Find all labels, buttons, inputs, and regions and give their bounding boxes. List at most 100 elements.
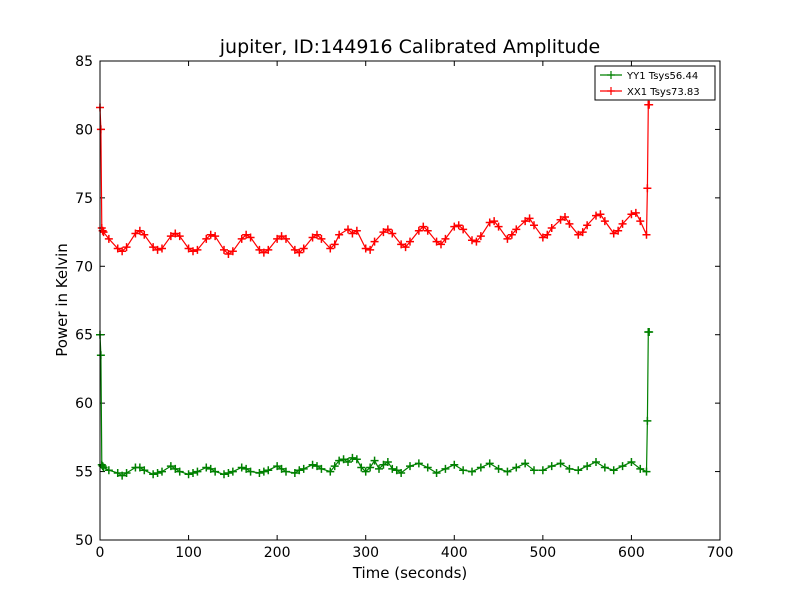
data-point-marker (432, 468, 441, 477)
data-point-marker (379, 460, 388, 469)
data-point-marker (335, 456, 344, 465)
data-point-marker (574, 466, 583, 475)
data-point-marker (561, 213, 569, 222)
data-point-marker (388, 464, 397, 473)
data-point-marker (543, 230, 552, 239)
data-point-marker (299, 464, 308, 473)
data-point-marker (643, 416, 652, 425)
data-point-marker (118, 247, 127, 256)
data-point-marker (153, 245, 162, 254)
data-point-marker (583, 462, 592, 471)
data-point-marker (406, 237, 414, 246)
y-tick-label: 50 (75, 533, 93, 549)
data-point-marker (609, 466, 618, 475)
data-point-marker (246, 233, 255, 242)
plot-area (96, 100, 654, 480)
data-point-marker (631, 208, 640, 217)
data-point-marker (202, 463, 211, 472)
x-tick-label: 200 (264, 545, 291, 561)
data-point-marker (339, 455, 348, 464)
data-point-marker (383, 225, 392, 234)
data-point-marker (317, 464, 326, 473)
data-point-marker (149, 470, 158, 479)
data-point-marker (237, 234, 246, 243)
x-axis-label: Time (seconds) (352, 564, 468, 582)
data-point-marker (352, 455, 361, 464)
data-point-marker (618, 219, 627, 228)
y-tick-label: 80 (75, 122, 93, 138)
data-point-marker (437, 240, 445, 249)
data-point-marker (171, 464, 180, 473)
data-point-marker (525, 214, 534, 223)
data-point-marker (401, 243, 410, 252)
data-point-marker (450, 460, 459, 469)
data-point-marker (494, 464, 503, 473)
data-point-marker (149, 243, 158, 252)
data-point-marker (344, 457, 352, 466)
data-point-marker (414, 459, 423, 468)
data-point-marker (366, 245, 375, 254)
data-point-marker (547, 462, 556, 471)
data-point-marker (348, 453, 357, 462)
data-point-marker (370, 456, 379, 465)
data-point-marker (397, 240, 406, 249)
y-tick-label: 65 (75, 328, 93, 344)
data-point-marker (361, 467, 370, 476)
data-point-marker (290, 245, 299, 254)
data-point-marker (264, 466, 273, 475)
legend-label: XX1 Tsys73.83 (627, 87, 700, 98)
data-point-marker (189, 247, 197, 256)
data-point-marker (432, 237, 441, 246)
data-point-marker (592, 211, 600, 220)
data-point-marker (352, 226, 361, 235)
data-point-marker (627, 210, 636, 219)
data-point-marker (370, 237, 379, 246)
data-point-marker (627, 457, 636, 466)
data-point-marker (290, 468, 299, 477)
data-point-marker (237, 463, 246, 472)
legend-label: YY1 Tsys56.44 (626, 71, 698, 82)
data-point-marker (423, 226, 432, 235)
data-point-marker (259, 248, 268, 257)
x-tick-label: 600 (618, 545, 645, 561)
data-point-marker (228, 467, 237, 476)
data-point-marker (643, 184, 652, 193)
data-point-marker (193, 467, 202, 476)
y-tick-label: 55 (75, 465, 93, 481)
data-point-marker (175, 467, 184, 476)
data-point-marker (277, 232, 286, 241)
data-point-marker (113, 468, 122, 477)
data-point-marker (512, 463, 521, 472)
data-point-marker (494, 222, 503, 231)
data-point-marker (472, 237, 481, 246)
data-point-marker (441, 464, 450, 473)
data-point-marker (246, 467, 255, 476)
data-point-marker (96, 351, 105, 360)
data-point-marker (645, 100, 654, 109)
data-point-marker (317, 234, 326, 243)
data-point-marker (441, 234, 450, 243)
data-point-marker (383, 457, 392, 466)
data-point-marker (556, 459, 565, 468)
data-point-marker (224, 249, 233, 258)
data-point-marker (330, 240, 339, 249)
data-point-marker (538, 466, 547, 475)
data-point-marker (485, 459, 494, 468)
data-point-marker (530, 466, 538, 475)
x-axis-ticks: 0 100 200 300 400 500 600 700 (96, 61, 733, 561)
data-point-marker (140, 230, 149, 239)
data-point-marker (636, 464, 645, 473)
legend-marker (607, 71, 615, 79)
data-point-marker (326, 244, 335, 253)
data-point-marker (357, 463, 366, 472)
data-point-marker (512, 225, 521, 234)
series-1 (96, 327, 654, 480)
data-point-marker (166, 462, 175, 471)
data-point-marker (295, 466, 304, 475)
data-point-marker (419, 222, 428, 231)
series-2 (96, 100, 654, 258)
data-point-marker (547, 223, 556, 232)
data-point-marker (171, 229, 180, 238)
data-point-marker (273, 234, 282, 243)
